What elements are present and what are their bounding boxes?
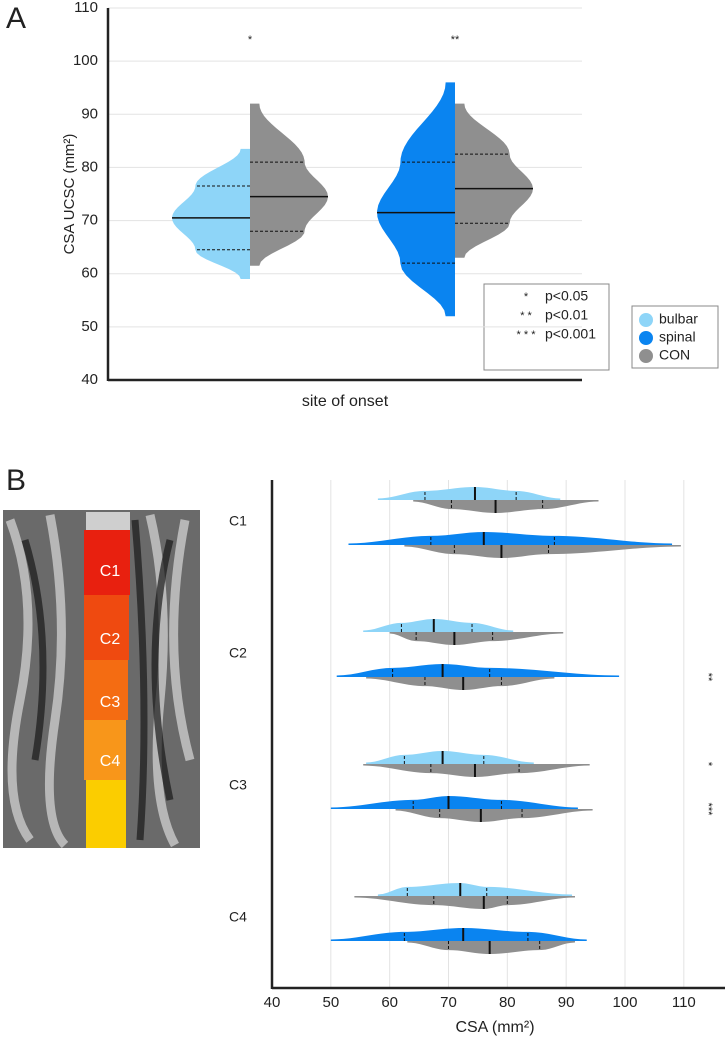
legend-swatch (639, 313, 653, 327)
y-tick-label: 80 (81, 158, 98, 175)
violin-body (377, 82, 455, 317)
x-tick-label: 60 (381, 994, 398, 1011)
violin-body (377, 487, 561, 500)
y-tick-label: C4 (229, 909, 247, 925)
y-tick-label: 100 (73, 52, 98, 69)
violin-body (330, 928, 587, 941)
violin-body (404, 545, 681, 558)
image-segment (86, 512, 130, 532)
y-tick-label: C1 (229, 513, 247, 529)
x-tick-label: 80 (499, 994, 516, 1011)
x-tick-label: 40 (264, 994, 281, 1011)
image-texture (21, 519, 174, 841)
y-tick-label: 40 (81, 371, 98, 388)
x-axis-label: CSA (mm²) (455, 1019, 534, 1036)
legend-swatch (639, 331, 653, 345)
significance-mark: *** (702, 803, 714, 817)
significance-mark: ** (451, 34, 460, 46)
significance-mark: * (248, 34, 253, 46)
x-tick-label: 70 (440, 994, 457, 1011)
legend-swatch (639, 349, 653, 363)
panel-label: A (6, 2, 26, 35)
image-segment (84, 660, 128, 720)
image-label: C1 (100, 563, 121, 580)
violin-body (363, 619, 514, 632)
significance-label: p<0.001 (545, 326, 596, 342)
violin-body (354, 896, 575, 909)
violin-body (413, 500, 599, 513)
y-tick-label: 90 (81, 105, 98, 122)
violin-body (366, 751, 534, 764)
significance-mark: * (702, 762, 714, 767)
violin-body (366, 677, 555, 690)
legend-label: CON (659, 347, 690, 363)
x-axis-label: site of onset (302, 393, 389, 410)
image-segment (84, 720, 126, 780)
significance-symbol: * (524, 291, 529, 303)
y-tick-label: 50 (81, 318, 98, 335)
x-tick-label: 50 (322, 994, 339, 1011)
image-segment (84, 595, 129, 660)
y-tick-label: C3 (229, 777, 247, 793)
violin-body (348, 532, 673, 545)
violin-body (336, 664, 620, 677)
violin-body (455, 103, 533, 258)
significance-label: p<0.05 (545, 288, 588, 304)
legend-label: spinal (659, 329, 696, 345)
significance-symbol: * * (520, 310, 532, 322)
image-label: C3 (100, 694, 121, 711)
image-segment (84, 530, 130, 595)
image-label: C4 (100, 753, 121, 770)
y-tick-label: 60 (81, 265, 98, 282)
violin-body (363, 764, 590, 777)
y-tick-label: 70 (81, 212, 98, 229)
significance-mark: ** (702, 673, 714, 682)
violin-body (377, 883, 573, 896)
image-segment (86, 780, 126, 848)
x-tick-label: 100 (612, 994, 637, 1011)
violin-body (250, 103, 328, 266)
image-texture (5, 513, 195, 849)
violin-body (395, 809, 593, 822)
x-tick-label: 90 (558, 994, 575, 1011)
violin-body (389, 632, 564, 645)
y-axis-label: CSA UCSC (mm²) (61, 134, 78, 255)
violin-body (407, 941, 575, 954)
violin-body (172, 148, 250, 280)
x-tick-label: 110 (672, 994, 696, 1011)
legend-label: bulbar (659, 311, 698, 327)
panel-label: B (6, 464, 26, 497)
significance-label: p<0.01 (545, 307, 588, 323)
significance-symbol: * * * (517, 329, 537, 341)
mri-image (3, 510, 200, 849)
violin-body (330, 796, 578, 809)
y-tick-label: C2 (229, 645, 247, 661)
y-tick-label: 110 (74, 0, 98, 16)
image-label: C2 (100, 631, 121, 648)
